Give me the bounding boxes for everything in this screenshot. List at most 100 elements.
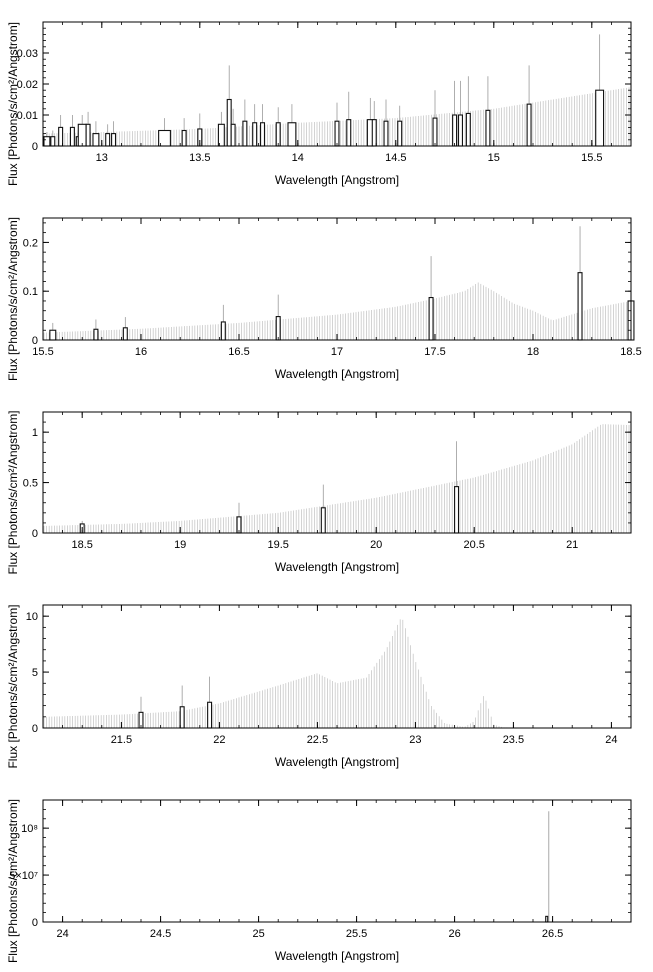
x-tick-label: 25 [252, 928, 264, 940]
line-bar [50, 136, 56, 147]
line-series [545, 915, 549, 923]
x-tick-label: 24 [605, 734, 617, 746]
line-bar [260, 122, 266, 147]
continuum-series [43, 424, 630, 533]
y-tick-label: 0 [32, 141, 38, 153]
line-bar [275, 122, 281, 147]
line-bar [252, 122, 258, 147]
x-tick-label: 18 [527, 346, 539, 358]
line-bar [454, 486, 460, 534]
plot-frame [42, 604, 632, 729]
x-tick-label: 21.5 [111, 734, 132, 746]
line-bar [545, 915, 549, 923]
x-axis-label: Wavelength [Angstrom] [275, 367, 399, 381]
line-bar [122, 327, 128, 341]
line-bar [275, 316, 281, 341]
line-bar [181, 129, 187, 147]
line-series [43, 34, 605, 147]
x-tick-label: 25.5 [346, 928, 367, 940]
line-bar [92, 133, 100, 147]
x-tick-label: 14.5 [385, 152, 406, 164]
line-bar [179, 706, 185, 729]
line-bar [371, 119, 377, 147]
x-tick-label: 20 [370, 539, 382, 551]
line-series [138, 676, 213, 729]
x-tick-label: 24 [56, 928, 68, 940]
line-bar [465, 112, 471, 147]
line-bar [111, 133, 117, 147]
x-axis-label: Wavelength [Angstrom] [275, 755, 399, 769]
line-bar [383, 120, 389, 147]
y-tick-label: 1 [32, 427, 38, 439]
y-tick-label: 10⁸ [21, 823, 38, 835]
y-tick-label: 0.5 [23, 478, 38, 490]
line-bar [93, 328, 99, 341]
x-tick-label: 13 [96, 152, 108, 164]
line-bar [242, 120, 248, 147]
line-bar [485, 109, 491, 147]
chart-panel: 15.5 16 16.5 17 17.5 18 18.5 0 0.1 0.2 Wavelength … [6, 217, 642, 381]
y-tick-label: 0 [32, 528, 38, 540]
x-tick-label: 20.5 [463, 539, 484, 551]
line-bar [230, 123, 236, 147]
line-bar [595, 89, 605, 147]
y-tick-label: 10 [26, 611, 38, 623]
line-bar [85, 123, 91, 147]
line-bar [217, 123, 225, 147]
x-tick-label: 18.5 [71, 539, 92, 551]
x-tick-label: 21 [566, 539, 578, 551]
x-tick-label: 16.5 [228, 346, 249, 358]
line-bar [526, 103, 532, 147]
line-bar [69, 126, 75, 147]
line-bar [452, 114, 458, 147]
line-bar [43, 136, 51, 147]
line-bar [428, 296, 434, 341]
chart-panel: 13 13.5 14 14.5 15 15.5 0 0.01 0.02 0.03 Wavelengt… [6, 21, 632, 187]
x-tick-label: 23.5 [503, 734, 524, 746]
y-tick-label: 0 [32, 723, 38, 735]
x-tick-label: 22 [213, 734, 225, 746]
line-bar [58, 126, 64, 147]
x-tick-label: 17.5 [424, 346, 445, 358]
y-axis-label: Flux [Photons/s/cm²/Angstrom] [6, 799, 20, 963]
line-bar [320, 507, 326, 534]
line-bar [226, 98, 232, 147]
x-tick-label: 14 [292, 152, 304, 164]
x-tick-label: 19 [174, 539, 186, 551]
x-tick-label: 24.5 [150, 928, 171, 940]
chart-panel: 24 24.5 25 25.5 26 26.5 0 5×10⁷ 10⁸ Wavelength [A… [6, 799, 632, 963]
y-tick-label: 0 [32, 335, 38, 347]
y-tick-label: 0.2 [23, 237, 38, 249]
x-tick-label: 13.5 [189, 152, 210, 164]
x-tick-label: 15 [488, 152, 500, 164]
x-tick-label: 26 [448, 928, 460, 940]
x-tick-label: 26.5 [542, 928, 563, 940]
y-tick-label: 0.01 [17, 110, 38, 122]
x-tick-label: 19.5 [267, 539, 288, 551]
line-bar [49, 329, 57, 341]
x-axis-label: Wavelength [Angstrom] [275, 560, 399, 574]
y-tick-label: 5 [32, 667, 38, 679]
x-tick-label: 15.5 [581, 152, 602, 164]
line-series [79, 441, 460, 534]
y-axis-label: Flux [Photons/s/cm²/Angstrom] [6, 217, 20, 381]
y-tick-label: 0.03 [17, 48, 38, 60]
plot-frame [42, 799, 632, 923]
x-axis-label: Wavelength [Angstrom] [275, 173, 399, 187]
x-tick-label: 15.5 [32, 346, 53, 358]
line-series [49, 226, 635, 341]
continuum-series [43, 619, 630, 728]
chart-panel: 18.5 19 19.5 20 20.5 21 0 0.5 1 Wavelength [Angst… [6, 410, 632, 575]
y-tick-label: 0 [32, 917, 38, 929]
y-tick-label: 0.02 [17, 79, 38, 91]
y-tick-label: 5×10⁷ [9, 870, 38, 882]
line-bar [77, 123, 87, 147]
chart-panel: 21.5 22 22.5 23 23.5 24 0 5 10 Wavelength [Angstr… [6, 604, 632, 769]
x-tick-label: 18.5 [620, 346, 641, 358]
y-axis-label: Flux [Photons/s/cm²/Angstrom] [6, 604, 20, 768]
continuum-series [43, 282, 630, 340]
line-bar [220, 321, 226, 341]
line-bar [432, 117, 438, 147]
line-bar [287, 122, 297, 147]
